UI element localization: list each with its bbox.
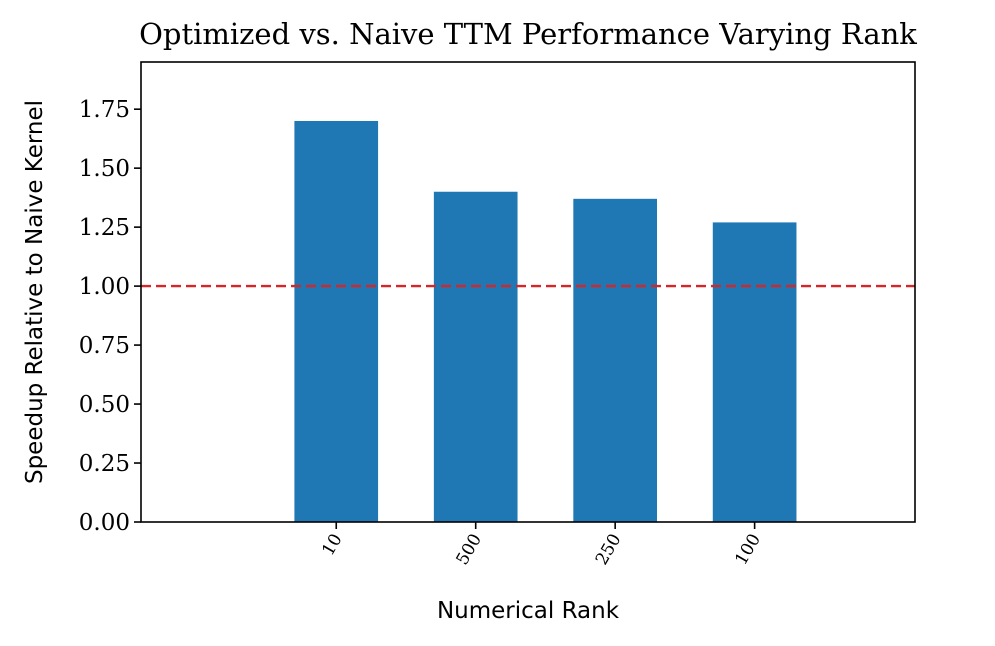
x-axis-label: Numerical Rank: [437, 598, 620, 624]
x-tick-label: 10: [318, 531, 346, 560]
y-tick-label: 0.75: [79, 333, 130, 359]
x-tick-label: 500: [452, 531, 486, 569]
x-tick-label: 100: [731, 531, 765, 569]
bars-group: [294, 120, 797, 523]
y-axis-label: Speedup Relative to Naive Kernel: [22, 100, 48, 484]
bar-500: [433, 191, 518, 522]
y-tick-label: 0.00: [79, 510, 130, 536]
y-tick-label: 1.50: [79, 156, 130, 182]
bar-10: [294, 120, 379, 522]
y-tick-label: 1.75: [79, 97, 130, 123]
plot-area-frame: [140, 61, 916, 523]
y-tick-label: 0.50: [79, 392, 130, 418]
y-tick-label: 1.00: [79, 274, 130, 300]
bar-100: [712, 222, 797, 522]
y-axis-ticks: 0.00 0.25 0.50 0.75 1.00 1.25 1.50 1.75: [79, 97, 141, 536]
bar-250: [573, 198, 657, 523]
y-tick-label: 0.25: [79, 451, 130, 477]
y-tick-label: 1.25: [79, 215, 130, 241]
chart-title: Optimized vs. Naive TTM Performance Vary…: [139, 17, 917, 51]
x-axis-ticks: 10 500 250 100: [318, 522, 765, 569]
x-tick-label: 250: [592, 531, 626, 569]
